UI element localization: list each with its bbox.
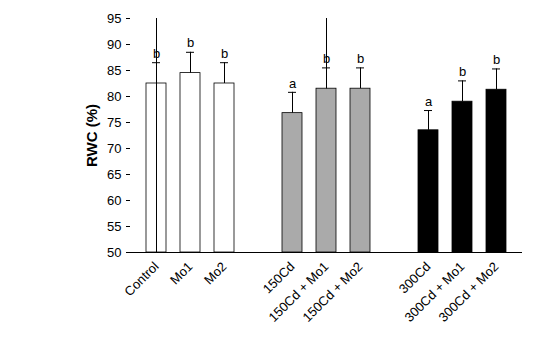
svg-text:300Cd + Mo2: 300Cd + Mo2 [436, 259, 502, 325]
svg-text:b: b [357, 51, 364, 66]
svg-text:a: a [425, 94, 433, 109]
svg-text:Control: Control [121, 259, 161, 299]
svg-text:150Cd + Mo2: 150Cd + Mo2 [300, 259, 366, 325]
svg-text:65: 65 [107, 167, 121, 182]
svg-text:75: 75 [107, 115, 121, 130]
svg-text:300Cd + Mo1: 300Cd + Mo1 [401, 258, 468, 325]
svg-text:b: b [493, 52, 500, 67]
svg-text:60: 60 [107, 193, 121, 208]
svg-text:55: 55 [107, 219, 121, 234]
svg-text:Mo2: Mo2 [201, 259, 229, 287]
svg-text:RWC (%): RWC (%) [83, 104, 100, 167]
svg-text:b: b [323, 51, 330, 66]
svg-text:80: 80 [107, 89, 121, 104]
svg-text:85: 85 [107, 63, 121, 78]
svg-text:95: 95 [107, 11, 121, 26]
svg-text:b: b [152, 45, 161, 61]
svg-text:300Cd: 300Cd [395, 258, 434, 297]
svg-text:Mo1: Mo1 [167, 259, 195, 287]
svg-text:b: b [221, 46, 228, 61]
svg-text:b: b [187, 35, 194, 50]
svg-text:b: b [459, 64, 466, 79]
svg-text:a: a [289, 76, 297, 91]
svg-text:90: 90 [107, 37, 121, 52]
svg-text:50: 50 [107, 245, 121, 260]
svg-text:150Cd: 150Cd [259, 258, 298, 297]
svg-text:70: 70 [107, 141, 121, 156]
svg-text:150Cd + Mo1: 150Cd + Mo1 [265, 258, 332, 325]
